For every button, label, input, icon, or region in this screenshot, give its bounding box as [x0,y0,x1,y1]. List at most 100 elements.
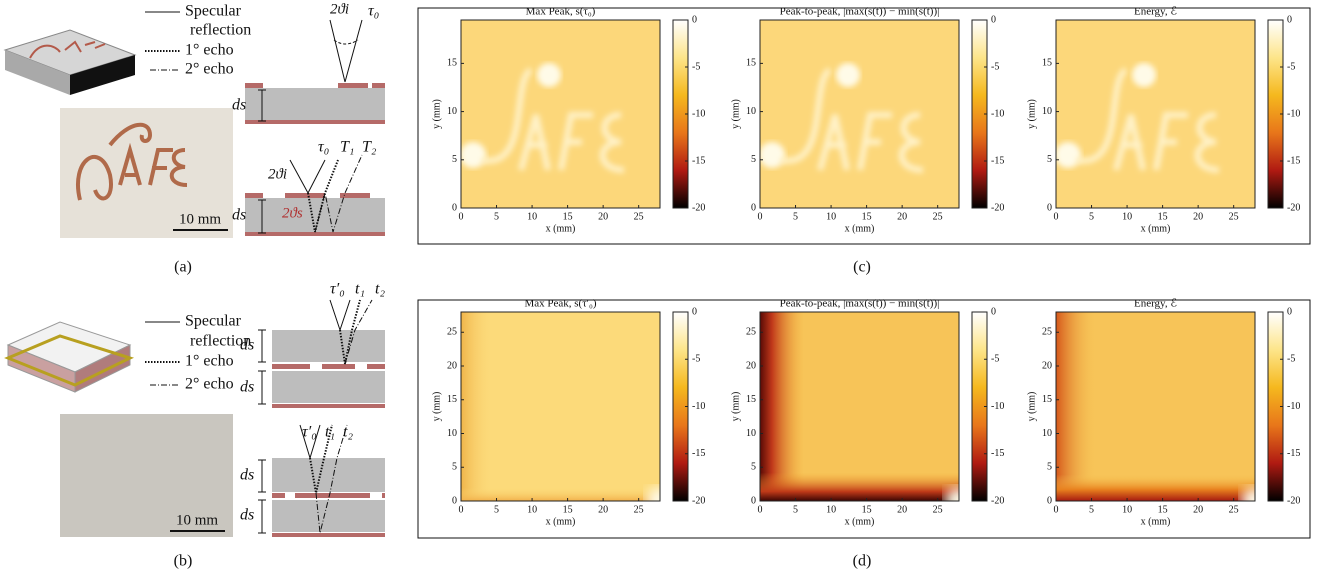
y-tick-label: 20 [447,360,457,371]
x-tick-label: 20 [598,211,608,222]
thickness-bracket [258,199,266,234]
conductor [372,83,385,88]
tau-label: T₂ [362,139,377,156]
gap [370,493,382,498]
x-axis-label: x (mm) [1141,223,1171,234]
y-axis-label: y (mm) [1026,99,1037,129]
tau-label: T₁ [340,139,354,156]
x-tick-label: 10 [826,504,836,515]
x-axis-label: x (mm) [546,223,576,234]
x-tick-label: 15 [563,211,573,222]
colorbar-tick-label: -20 [991,202,1004,213]
conductor [245,232,385,236]
heatmap-field [1056,20,1255,208]
tau-label: τ′₀ [330,281,345,298]
colorbar-tick-label: -5 [1287,354,1295,365]
conductor [272,404,385,408]
x-tick-label: 25 [1229,211,1239,222]
colorbar-tick-label: -10 [1287,108,1300,119]
heatmap-field [1056,312,1255,501]
colorbar-tick-label: -15 [1287,448,1300,459]
tau-label: τ₀ [368,3,379,20]
legend-text: Specular [185,3,242,20]
y-tick-label: 10 [746,106,756,117]
y-tick-label: 25 [1042,327,1052,338]
thickness-label: ds [240,467,254,484]
x-tick-label: 20 [598,504,608,515]
y-tick-label: 0 [1047,495,1052,506]
conductor [245,193,263,198]
tau-label: τ′₀ [302,424,317,441]
y-tick-label: 5 [1047,462,1052,473]
ray [314,154,363,233]
heatmap-image: Energy, ℰ 0 5 10 15 20 25 0 5 10 15 20 25 x (mm) y (mm… [1026,298,1300,528]
chart-title: Max Peak, s(τ₀) [526,6,596,18]
colorbar-tick-label: -10 [692,108,705,119]
angle-arc [333,39,359,45]
colorbar-tick-label: -15 [991,448,1004,459]
heatmap-feature [1075,67,1220,173]
colorbar-tick-label: 0 [991,306,996,317]
tau-label: t₁ [325,424,335,441]
x-tick-label: 20 [1193,211,1203,222]
colorbar-tick-label: 0 [1287,306,1292,317]
colorbar-tick-label: -10 [991,108,1004,119]
panel-frame [417,7,1311,245]
legend-text: 1° echo [185,42,234,59]
colorbar-tick-label: -15 [1287,155,1300,166]
thickness-label: ds [232,97,246,114]
panel-label: (b) [174,553,193,570]
heatmap-field [760,312,959,501]
x-tick-label: 15 [563,504,573,515]
heatmap-image: Peak-to-peak, |max(s(t)) − min(s(t))| 0 5 1… [730,6,1004,235]
tau-label: t₂ [343,424,353,441]
colorbar-tick-label: -5 [1287,61,1295,72]
thickness-bracket [258,499,266,534]
legend-text: 1° echo [185,353,234,370]
gap [310,364,322,369]
sample-pattern [29,40,106,59]
conductor [245,120,385,124]
substrate [272,371,385,403]
conductor [272,364,385,369]
heatmap-field [461,312,660,501]
y-tick-label: 5 [1047,154,1052,165]
colorbar-tick-label: -20 [991,495,1004,506]
x-axis-label: x (mm) [845,223,875,234]
x-tick-label: 20 [1193,504,1203,515]
y-tick-label: 0 [751,495,756,506]
sample-layer [4,334,135,387]
x-tick-label: 0 [459,211,464,222]
conductor [285,193,325,198]
heatmap-field [461,20,660,208]
y-axis-label: y (mm) [730,99,741,129]
y-tick-label: 5 [452,154,457,165]
x-tick-label: 5 [494,504,499,515]
y-tick-label: 15 [447,58,457,69]
chart-title: Max Peak, s(τ′₀) [524,298,596,310]
heatmap-field [1056,20,1255,208]
y-tick-label: 5 [751,462,756,473]
tau-label: t₂ [375,281,385,298]
colorbar-tick-label: 0 [692,306,697,317]
legend-text: reflection [190,22,251,39]
x-tick-label: 15 [1158,504,1168,515]
thickness-label: ds [240,507,254,524]
colorbar-tick-label: -20 [1287,495,1300,506]
x-tick-label: 20 [897,504,907,515]
heatmap-feature [537,63,561,87]
x-tick-label: 15 [1158,211,1168,222]
photo [60,108,233,238]
y-tick-label: 15 [1042,58,1052,69]
y-axis-label: y (mm) [431,392,442,422]
colorbar-tick-label: 0 [1287,14,1292,25]
y-tick-label: 0 [751,202,756,213]
y-tick-label: 20 [746,360,756,371]
heatmap-field [760,20,959,208]
panel-label: (d) [853,553,872,570]
y-tick-label: 25 [447,327,457,338]
conductor [340,193,370,198]
x-tick-label: 5 [1089,504,1094,515]
x-tick-label: 5 [1089,211,1094,222]
